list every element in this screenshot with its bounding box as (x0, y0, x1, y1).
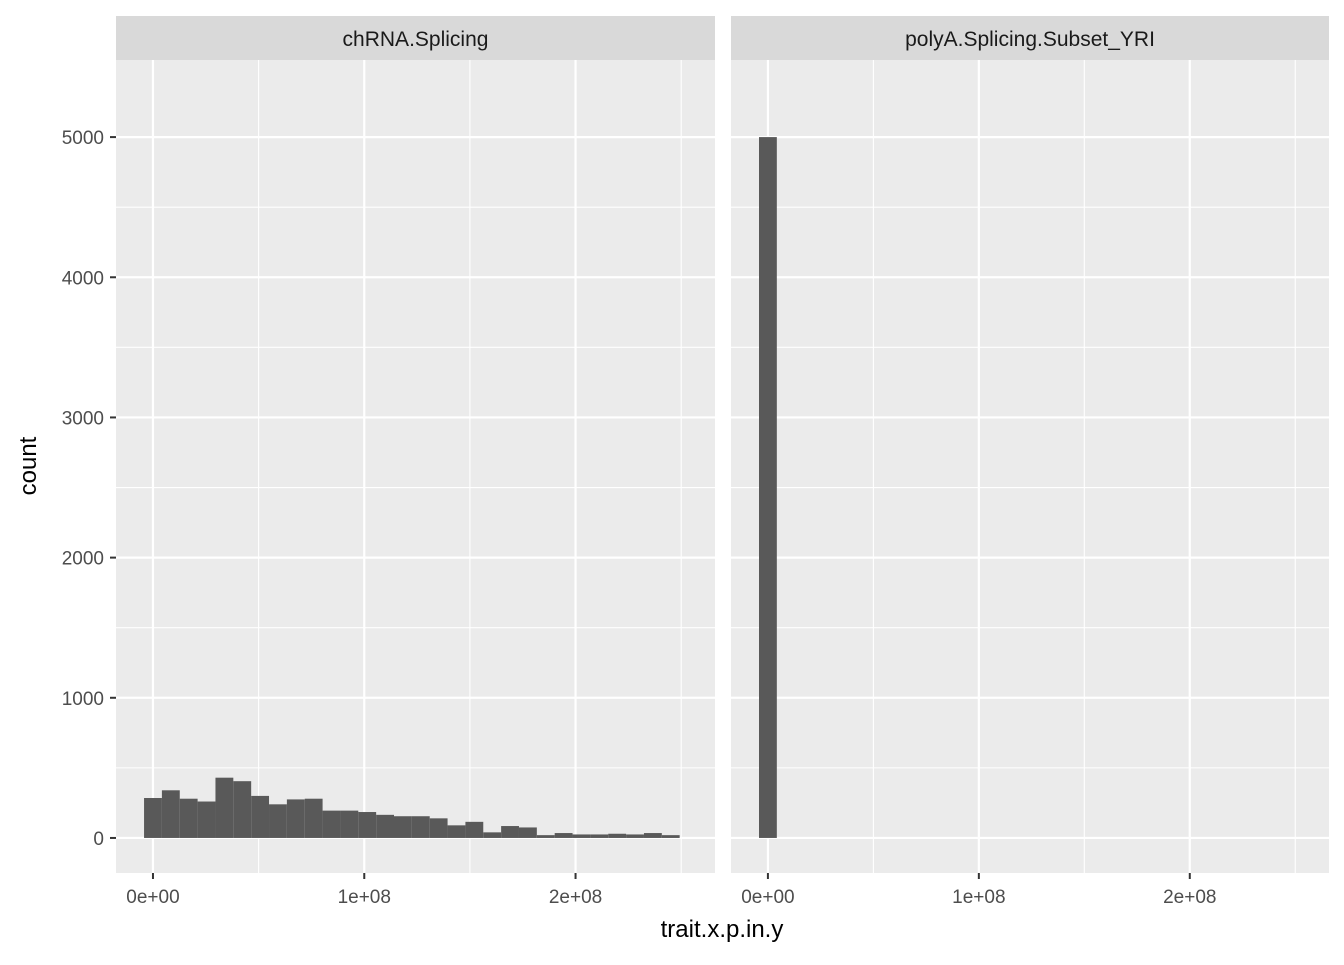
x-tick-label: 2e+08 (549, 887, 602, 908)
histogram-bar (286, 799, 305, 838)
histogram-bar (304, 798, 323, 838)
histogram-bar (536, 835, 555, 838)
histogram-bar (251, 795, 270, 838)
x-tick-label: 0e+00 (126, 887, 179, 908)
histogram-bar (215, 777, 234, 838)
histogram-bar (179, 798, 198, 838)
histogram-bar (447, 825, 466, 838)
facet-panel: polyA.Splicing.Subset_YRI 0e+00 1e+08 2e+08 (731, 16, 1329, 908)
histogram-bar (233, 781, 252, 838)
histogram-bar (411, 816, 430, 838)
histogram-bar (608, 833, 627, 838)
histogram-bar (643, 833, 662, 838)
histogram-bar (144, 798, 162, 838)
histogram-bar (197, 801, 216, 838)
histogram-bar (161, 790, 180, 838)
facet-panel: chRNA.Splicing 0e+00 1e+08 2e+08 (116, 16, 715, 908)
x-tick-label: 0e+00 (741, 887, 794, 908)
histogram-bar (322, 810, 341, 838)
y-tick-label: 2000 (62, 549, 104, 570)
y-tick-label: 4000 (62, 268, 104, 289)
facet-strip-label: chRNA.Splicing (343, 28, 489, 51)
histogram-bar (269, 804, 287, 838)
histogram-bar (465, 821, 484, 838)
x-axis-title: trait.x.p.in.y (661, 916, 784, 943)
histogram-bar (394, 816, 412, 838)
panel-background (116, 60, 715, 873)
histogram-bar (429, 818, 448, 838)
facet-strip-label: polyA.Splicing.Subset_YRI (905, 28, 1155, 51)
histogram-bar (358, 812, 377, 838)
histogram-bar (518, 827, 537, 838)
x-tick-label: 1e+08 (952, 887, 1005, 908)
histogram-bar (590, 834, 609, 838)
y-tick-label: 1000 (62, 689, 104, 710)
histogram-bar (759, 137, 777, 838)
y-tick-label: 0 (93, 829, 104, 850)
histogram-bar (554, 833, 573, 838)
y-tick-label: 3000 (62, 408, 104, 429)
y-tick-label: 5000 (62, 128, 104, 149)
facet-strip (116, 16, 715, 60)
histogram-bar (661, 835, 680, 838)
histogram-bar (340, 810, 359, 838)
x-tick-label: 1e+08 (338, 887, 391, 908)
histogram-bar (572, 834, 591, 838)
y-axis-title: count (15, 436, 42, 495)
histogram-bar (376, 814, 395, 838)
x-tick-label: 2e+08 (1163, 887, 1216, 908)
panel-background (731, 60, 1329, 873)
histogram-bar (501, 826, 519, 838)
histogram-bar (483, 832, 502, 838)
facet-strip (731, 16, 1329, 60)
histogram-bar (626, 834, 644, 838)
